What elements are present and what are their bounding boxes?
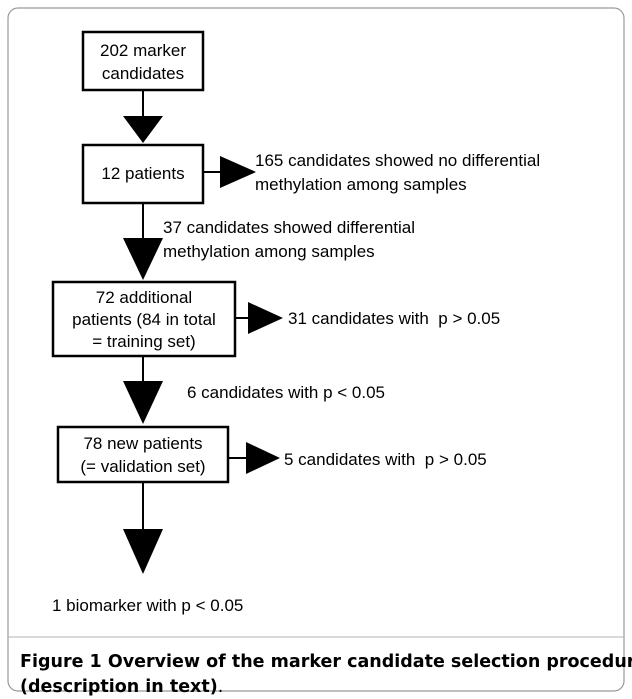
caption-label: Figure 1 xyxy=(20,652,102,672)
outcome-label: 5 candidates with p > 0.05 xyxy=(284,450,487,469)
arrow-head xyxy=(220,156,256,188)
caption-title: Overview of the marker candidate selecti… xyxy=(108,652,632,672)
caption-title: (description in text) xyxy=(20,677,218,697)
caption: Figure 1 Overview of the marker candidat… xyxy=(20,652,632,672)
outcome-label: 37 candidates showed differential xyxy=(163,218,415,237)
node-label: 78 new patients xyxy=(83,434,202,453)
node-label: 72 additional xyxy=(96,288,192,307)
outcome-label: 165 candidates showed no differential xyxy=(255,151,540,170)
caption-end: . xyxy=(218,677,224,697)
node-label: 12 patients xyxy=(101,164,184,183)
arrow-head xyxy=(248,302,283,334)
arrow-head xyxy=(123,529,163,574)
arrow-head xyxy=(123,381,163,424)
arrow-head xyxy=(123,116,163,143)
node-box xyxy=(81,30,205,92)
node-label: candidates xyxy=(102,64,184,83)
outcome-label: 1 biomarker with p < 0.05 xyxy=(52,596,243,615)
caption: (description in text). xyxy=(20,677,223,697)
node-label: (= validation set) xyxy=(80,457,205,476)
outcome-label: methylation among samples xyxy=(163,242,375,261)
outcome-label: methylation among samples xyxy=(255,175,467,194)
arrow-head xyxy=(246,442,280,474)
node-label: patients (84 in total xyxy=(72,310,216,329)
arrow-head xyxy=(123,238,163,280)
outcome-label: 31 candidates with p > 0.05 xyxy=(288,309,500,328)
node-label: = training set) xyxy=(92,332,195,351)
node-label: 202 marker xyxy=(100,41,186,60)
outcome-label: 6 candidates with p < 0.05 xyxy=(187,383,385,402)
